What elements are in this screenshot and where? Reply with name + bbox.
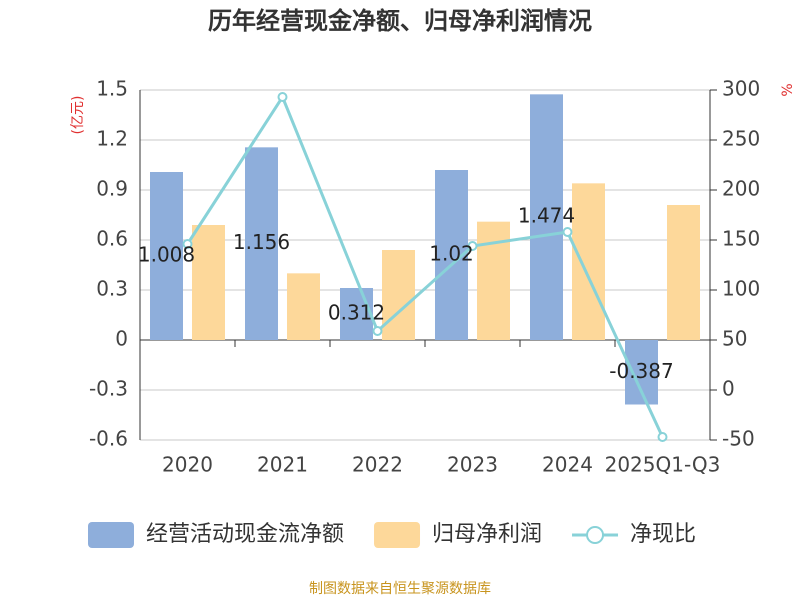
y-axis-label: (亿元) bbox=[70, 96, 86, 135]
x-tick-label: 2020 bbox=[162, 453, 213, 477]
bar bbox=[245, 147, 278, 340]
line-point bbox=[467, 241, 478, 251]
y2-tick-label: 50 bbox=[722, 327, 747, 351]
source-note: 制图数据来自恒生聚源数据库 bbox=[309, 581, 491, 597]
y2-axis-label: % bbox=[780, 83, 796, 96]
chart-title: 历年经营现金净额、归母净利润情况 bbox=[208, 7, 592, 35]
data-label: -0.387 bbox=[609, 359, 673, 383]
y-tick-label: 1.2 bbox=[96, 127, 128, 151]
legend-swatch bbox=[88, 522, 134, 548]
x-tick-label: 2022 bbox=[352, 453, 403, 477]
bar bbox=[530, 94, 563, 340]
x-tick-label: 2025Q1-Q3 bbox=[605, 453, 721, 477]
y2-tick-label: 100 bbox=[722, 277, 760, 301]
line-series bbox=[186, 93, 664, 438]
y-tick-label: 0.9 bbox=[96, 177, 128, 201]
y-tick-label: 0.6 bbox=[96, 227, 128, 251]
y2-tick-label: 250 bbox=[722, 127, 760, 151]
line-point bbox=[562, 227, 573, 237]
line-point bbox=[657, 432, 668, 442]
y2-tick-label: -50 bbox=[722, 427, 755, 451]
y-tick-label: -0.3 bbox=[89, 377, 128, 401]
legend-swatch bbox=[374, 522, 421, 548]
bar bbox=[382, 250, 415, 340]
line-point bbox=[277, 92, 288, 102]
x-tick-label: 2024 bbox=[542, 453, 593, 477]
bar bbox=[192, 225, 225, 340]
legend-swatch bbox=[586, 526, 605, 544]
bar bbox=[477, 221, 510, 340]
data-label: 0.312 bbox=[328, 301, 385, 325]
legend-label: 净现比 bbox=[630, 522, 696, 547]
legend-label: 归母净利润 bbox=[432, 522, 542, 547]
x-tick-label: 2023 bbox=[447, 453, 498, 477]
y2-tick-label: 300 bbox=[722, 77, 760, 101]
legend-label: 经营活动现金流净额 bbox=[146, 522, 344, 547]
data-label: 1.008 bbox=[138, 243, 195, 267]
y2-tick-label: 0 bbox=[722, 377, 735, 401]
bar bbox=[572, 183, 605, 340]
y-tick-label: -0.6 bbox=[89, 427, 128, 451]
bar bbox=[150, 172, 183, 340]
data-label: 1.474 bbox=[518, 204, 575, 228]
bar bbox=[287, 273, 320, 340]
y-tick-label: 0 bbox=[115, 327, 128, 351]
y2-tick-label: 150 bbox=[722, 227, 760, 251]
bar bbox=[340, 288, 373, 340]
y2-tick-label: 200 bbox=[722, 177, 760, 201]
data-label: 1.156 bbox=[233, 230, 290, 254]
x-tick-label: 2021 bbox=[257, 453, 308, 477]
bar bbox=[667, 205, 700, 340]
y-tick-label: 1.5 bbox=[96, 77, 128, 101]
line-point bbox=[182, 239, 193, 249]
line-point bbox=[372, 326, 383, 336]
y-tick-label: 0.3 bbox=[96, 277, 128, 301]
data-label: 1.02 bbox=[429, 242, 474, 266]
